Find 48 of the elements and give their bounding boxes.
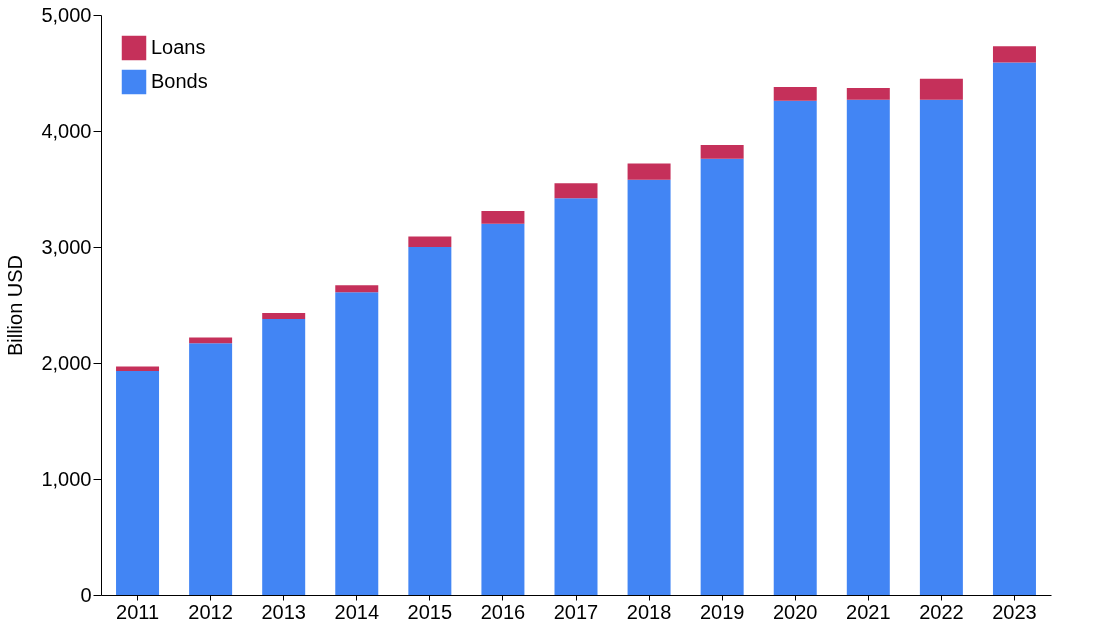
bar <box>627 163 671 180</box>
y-tick-label: 2,000 <box>41 351 92 374</box>
x-tick-label: 2011 <box>116 600 160 623</box>
bar <box>554 198 598 595</box>
bar <box>700 158 744 595</box>
bar <box>773 86 817 101</box>
x-tick-label: 2020 <box>772 600 818 623</box>
x-tick-label: 2018 <box>626 600 672 623</box>
legend-label: Loans <box>151 36 206 58</box>
bar <box>554 183 598 199</box>
bar <box>700 144 744 159</box>
bar <box>335 285 379 293</box>
bar <box>189 337 233 344</box>
bar <box>846 88 890 100</box>
y-tick-label: 3,000 <box>41 235 92 258</box>
x-tick-label: 2013 <box>261 600 306 623</box>
x-tick-label: 2017 <box>553 600 599 623</box>
y-axis-title: Billion USD <box>4 254 27 357</box>
bar <box>262 318 306 595</box>
bar <box>846 99 890 595</box>
bar <box>116 371 160 595</box>
bar <box>481 211 525 224</box>
bar <box>481 223 525 595</box>
y-tick-label: 1,000 <box>41 467 92 490</box>
bar <box>919 99 963 595</box>
bar <box>773 100 817 595</box>
bar <box>116 366 160 372</box>
bar <box>919 78 963 100</box>
x-tick-label: 2021 <box>846 600 891 623</box>
bar <box>627 179 671 595</box>
x-tick-label: 2015 <box>407 600 453 623</box>
bar <box>189 343 233 595</box>
y-tick-label: 4,000 <box>41 119 92 142</box>
bar <box>408 236 452 247</box>
legend-label: Bonds <box>151 70 208 92</box>
y-tick-label: 0 <box>80 583 92 606</box>
x-tick-label: 2016 <box>480 600 526 623</box>
x-tick-label: 2022 <box>919 600 964 623</box>
x-tick-label: 2023 <box>992 600 1037 623</box>
bar <box>992 62 1036 595</box>
bar <box>408 247 452 595</box>
bar <box>262 313 306 319</box>
x-tick-label: 2019 <box>699 600 745 623</box>
x-tick-label: 2014 <box>334 600 380 623</box>
y-tick-label: 5,000 <box>41 3 92 26</box>
bar <box>335 292 379 595</box>
x-tick-label: 2012 <box>188 600 233 623</box>
bar <box>992 46 1036 63</box>
